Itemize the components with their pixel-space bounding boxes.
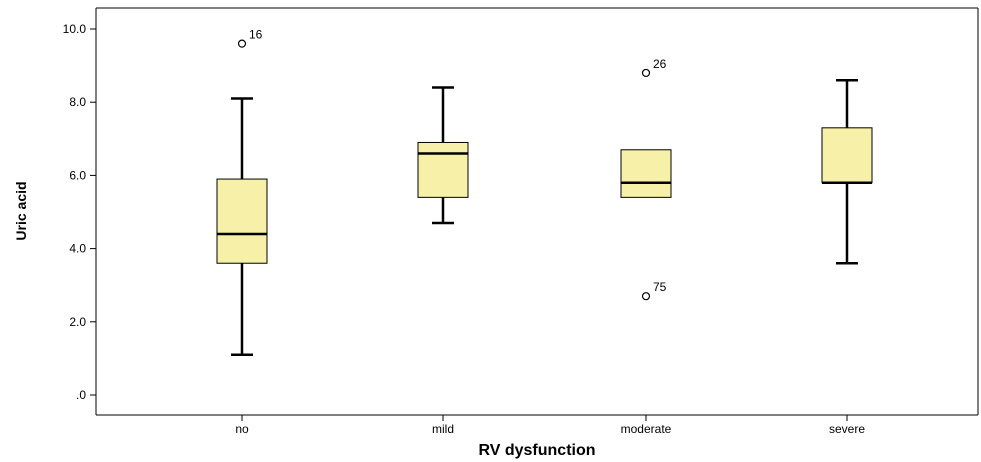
x-tick-label: no [235, 422, 249, 436]
x-axis-title: RV dysfunction [478, 442, 595, 459]
outlier-label: 26 [653, 57, 667, 71]
y-tick-label: 8.0 [69, 95, 86, 109]
boxes: 16 26 75 [216, 28, 873, 356]
iqr-box [620, 149, 672, 198]
box-mild [417, 86, 469, 225]
x-tick-label: moderate [621, 422, 672, 436]
outlier-point [237, 39, 247, 48]
y-tick-label: 4.0 [69, 242, 86, 256]
y-tick-label: 10.0 [63, 22, 87, 36]
iqr-box [417, 141, 469, 198]
outlier-label: 75 [653, 280, 667, 294]
y-tick-label: 2.0 [69, 315, 86, 329]
iqr-box [216, 178, 268, 264]
outlier-point [641, 292, 651, 301]
x-tick-label: mild [432, 422, 454, 436]
box-no: 16 [216, 28, 268, 356]
x-tick-label: severe [829, 422, 865, 436]
outlier-label: 16 [249, 28, 263, 42]
box-severe [821, 78, 873, 265]
box-moderate: 26 75 [620, 57, 672, 301]
x-ticks: no mild moderate severe [235, 415, 865, 436]
y-tick-label: 6.0 [69, 168, 86, 182]
y-tick-label: .0 [76, 388, 86, 402]
y-ticks: .0 2.0 4.0 6.0 8.0 10.0 [63, 22, 96, 402]
outlier-point [641, 68, 651, 78]
y-axis-title: Uric acid [13, 181, 29, 240]
iqr-box [821, 127, 873, 184]
